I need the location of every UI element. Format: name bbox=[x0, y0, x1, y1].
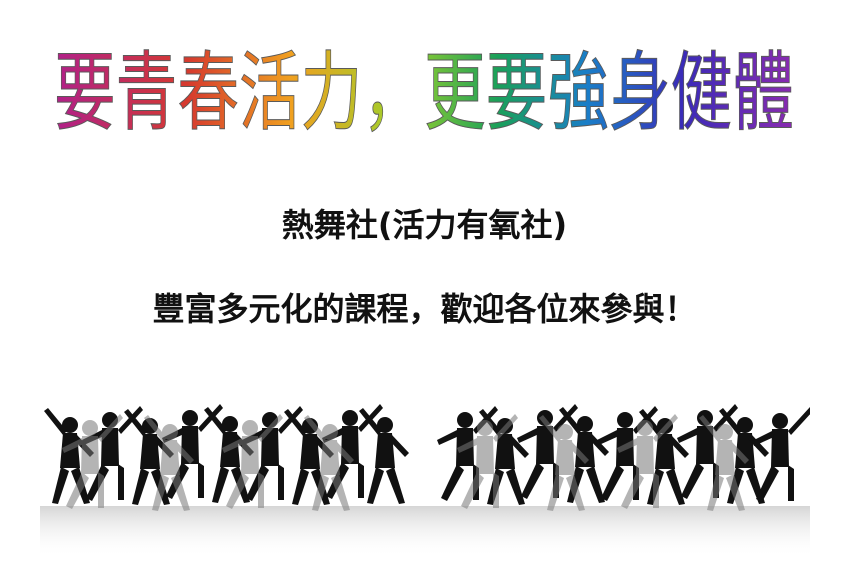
headline-banner: 要青春活力，更要強身健體 bbox=[54, 43, 795, 144]
club-name: 熱舞社(活力有氧社) bbox=[281, 206, 568, 244]
headline-text: 要青春活力，更要強身健體 bbox=[54, 43, 794, 143]
dancing-silhouettes-icon bbox=[40, 404, 810, 558]
welcome-text: 豐富多元化的課程，歡迎各位來參與！ bbox=[152, 290, 697, 328]
